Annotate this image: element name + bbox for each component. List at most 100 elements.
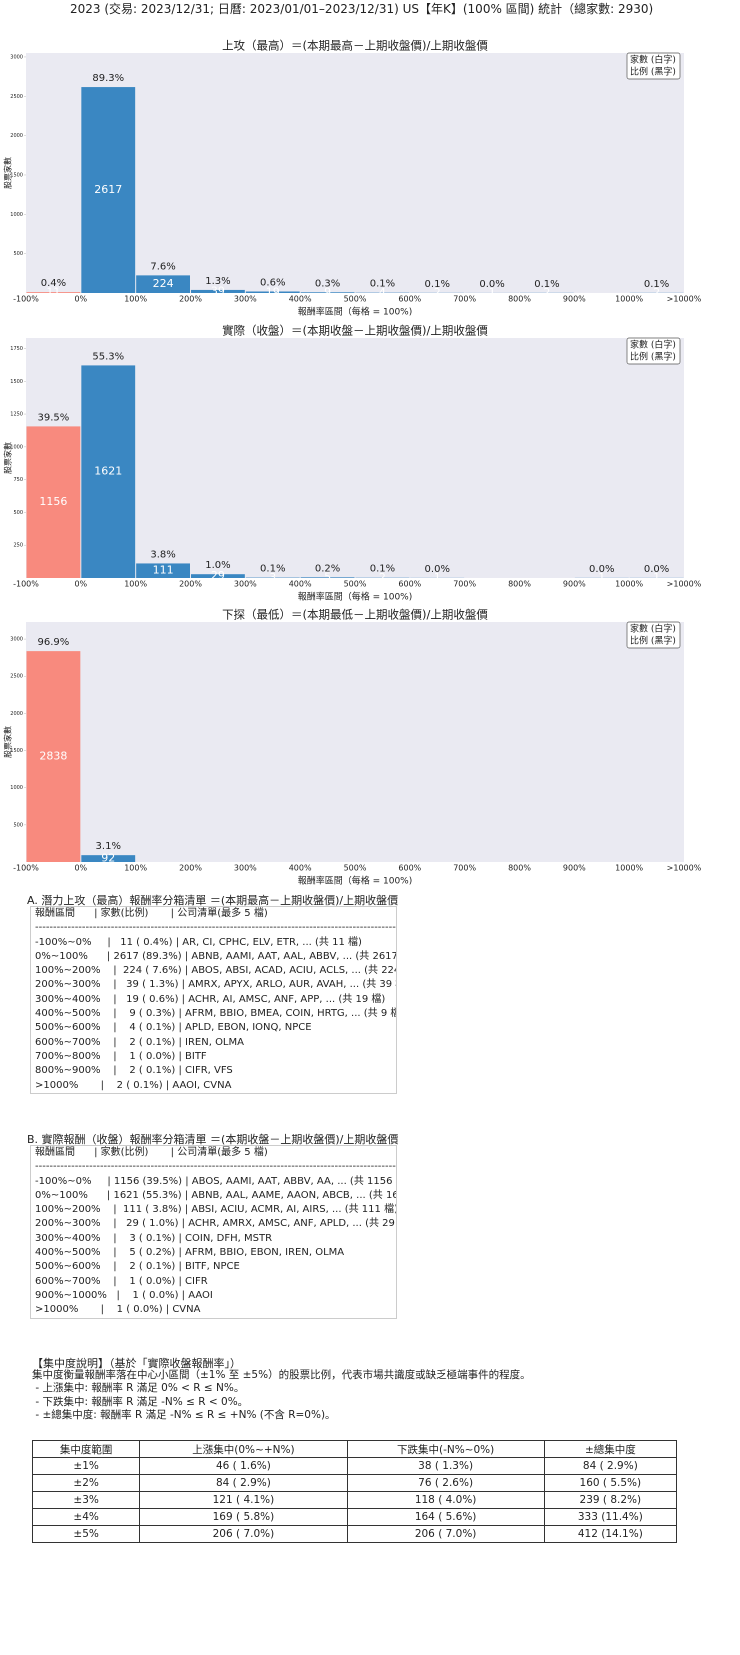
- table-cell: ±3%: [31, 1491, 141, 1509]
- legend-entry: 家數 (白字): [630, 623, 676, 635]
- table-cell: 164 ( 5.6%): [346, 1508, 545, 1526]
- note-line: - 下跌集中: 報酬率 R 滿足 -N% ≤ R < 0%。: [32, 1395, 249, 1408]
- bar: [136, 563, 190, 578]
- bar: [81, 855, 136, 862]
- x-tick-label: 0%: [74, 864, 87, 873]
- x-tick-label: 200%: [179, 864, 202, 873]
- table-row: ±4% 169 ( 5.8%) 164 ( 5.6%) 333 (11.4%): [31, 1508, 678, 1526]
- table-cell: ±1%: [31, 1457, 141, 1475]
- plot-area: [26, 53, 684, 293]
- table-cell: ±5%: [31, 1525, 141, 1543]
- bar: [191, 289, 245, 293]
- legend: 家數 (白字)比例 (黑字): [626, 52, 681, 80]
- bar-percent-label: 3.8%: [150, 549, 175, 560]
- legend-entry: 家數 (白字): [630, 339, 676, 351]
- x-tick-label: 500%: [344, 295, 367, 304]
- bar-percent-label: 55.3%: [92, 351, 124, 362]
- x-tick-label: 1000%: [615, 864, 643, 873]
- x-tick-label: 900%: [563, 295, 586, 304]
- x-tick-label: 800%: [508, 580, 531, 589]
- x-tick-label: 0%: [74, 580, 87, 589]
- x-tick-label: 900%: [563, 864, 586, 873]
- x-tick-label: 300%: [234, 580, 257, 589]
- bar-count-label: 1: [489, 286, 496, 299]
- bar: [300, 292, 355, 293]
- chart-title: 下探（最低）＝(本期最低－上期收盤價)/上期收盤價: [222, 608, 488, 622]
- list-line: -100%~0% | 1156 (39.5%) | ABOS, AAMI, AA…: [35, 1175, 397, 1187]
- bar-percent-label: 0.2%: [315, 563, 340, 574]
- concentration-notes: 集中度衡量報酬率落在中心小區間（±1% 至 ±5%）的股票比例，代表市場共識度或…: [32, 1369, 531, 1422]
- legend-box: [626, 621, 681, 649]
- note-line: 集中度衡量報酬率落在中心小區間（±1% 至 ±5%）的股票比例，代表市場共識度或…: [32, 1369, 531, 1381]
- x-tick-label: 900%: [563, 580, 586, 589]
- list-line: >1000% | 2 ( 0.1%) | AAOI, CVNA: [35, 1079, 232, 1091]
- x-tick-label: 100%: [124, 580, 147, 589]
- bar-count-label: 1621: [94, 465, 122, 478]
- legend: 家數 (白字)比例 (黑字): [626, 337, 681, 365]
- x-tick-label: 1000%: [615, 580, 643, 589]
- x-tick-label: 400%: [289, 295, 312, 304]
- list-line: 報酬區間 | 家數(比例) | 公司清單(最多 5 檔): [35, 1147, 268, 1158]
- bar-percent-label: 0.0%: [479, 279, 504, 290]
- bar-count-label: 2: [653, 286, 660, 299]
- bar-percent-label: 0.1%: [534, 279, 559, 290]
- x-tick-label: 0%: [74, 295, 87, 304]
- list-line: 500%~600% | 2 ( 0.1%) | BITF, NPCE: [35, 1261, 240, 1273]
- bar-percent-label: 39.5%: [38, 412, 70, 423]
- list-title: B. 實際報酬（收盤）報酬率分箱清單 ＝(本期收盤－上期收盤價)/上期收盤價: [27, 1133, 399, 1146]
- table-row: ±5% 206 ( 7.0%) 206 ( 7.0%) 412 (14.1%): [31, 1525, 678, 1543]
- list-line: 0%~100% | 1621 (55.3%) | ABNB, AAL, AAME…: [35, 1189, 397, 1201]
- bar: [26, 651, 81, 862]
- bar-count-label: 19: [266, 285, 280, 298]
- list-line: >1000% | 1 ( 0.0%) | CVNA: [35, 1304, 201, 1316]
- y-tick-label: 1000: [10, 444, 23, 450]
- bar-count-label: 1: [598, 571, 605, 584]
- x-tick-label: 100%: [124, 864, 147, 873]
- x-tick-label: >1000%: [667, 864, 702, 873]
- table-cell: 160 ( 5.5%): [543, 1474, 678, 1492]
- bar: [81, 87, 136, 293]
- table-cell: 169 ( 5.8%): [139, 1508, 348, 1526]
- table-cell: 38 ( 1.3%): [346, 1457, 545, 1475]
- x-tick-label: >1000%: [667, 295, 702, 304]
- y-tick-label: 2000: [10, 711, 23, 717]
- x-tick-label: 400%: [289, 580, 312, 589]
- x-tick-label: 600%: [398, 295, 421, 304]
- table-row: ±3% 121 ( 4.1%) 118 ( 4.0%) 239 ( 8.2%): [31, 1491, 678, 1509]
- bar-count-label: 11: [46, 286, 60, 299]
- bar-count-label: 2: [379, 571, 386, 584]
- bar-percent-label: 0.6%: [260, 278, 285, 289]
- bar: [245, 291, 300, 293]
- bar-count-label: 39: [211, 284, 225, 297]
- bar-count-label: 2838: [39, 750, 67, 763]
- legend-box: [626, 52, 681, 80]
- list-line: 300%~400% | 3 ( 0.1%) | COIN, DFH, MSTR: [35, 1232, 273, 1244]
- x-axis-label: 報酬率區間（每格 = 100%): [298, 591, 413, 603]
- bar: [136, 275, 190, 293]
- y-tick-label: 500: [13, 822, 23, 828]
- table-cell: 412 (14.1%): [543, 1525, 678, 1543]
- bar-count-label: 1156: [39, 495, 67, 508]
- legend-entry: 家數 (白字): [630, 54, 676, 66]
- table-cell: ±4%: [31, 1508, 141, 1526]
- y-tick-label: 1500: [10, 748, 23, 754]
- list-line: 300%~400% | 19 ( 0.6%) | ACHR, AI, AMSC,…: [35, 993, 386, 1005]
- x-tick-label: 200%: [179, 295, 202, 304]
- table-cell: 206 ( 7.0%): [139, 1525, 348, 1543]
- bar-percent-label: 0.1%: [260, 564, 285, 575]
- plot-area: [26, 338, 684, 578]
- legend-entry: 比例 (黑字): [630, 635, 676, 647]
- note-line: - ±總集中度: 報酬率 R 滿足 -N% ≤ R ≤ +N% (不含 R=0%…: [32, 1408, 336, 1421]
- y-tick-label: 2000: [10, 133, 23, 139]
- bar-percent-label: 7.6%: [150, 261, 175, 272]
- table-cell: 84 ( 2.9%): [139, 1474, 348, 1492]
- x-tick-label: 600%: [398, 580, 421, 589]
- table-cell: ±2%: [31, 1474, 141, 1492]
- table-cell: 239 ( 8.2%): [543, 1491, 678, 1509]
- bar-percent-label: 3.1%: [96, 841, 121, 852]
- bar-percent-label: 89.3%: [92, 73, 124, 84]
- bar-percent-label: 0.1%: [370, 279, 395, 290]
- legend-entry: 比例 (黑字): [630, 66, 676, 78]
- y-tick-label: 2500: [10, 674, 23, 680]
- list-line: 500%~600% | 4 ( 0.1%) | APLD, EBON, IONQ…: [35, 1022, 312, 1034]
